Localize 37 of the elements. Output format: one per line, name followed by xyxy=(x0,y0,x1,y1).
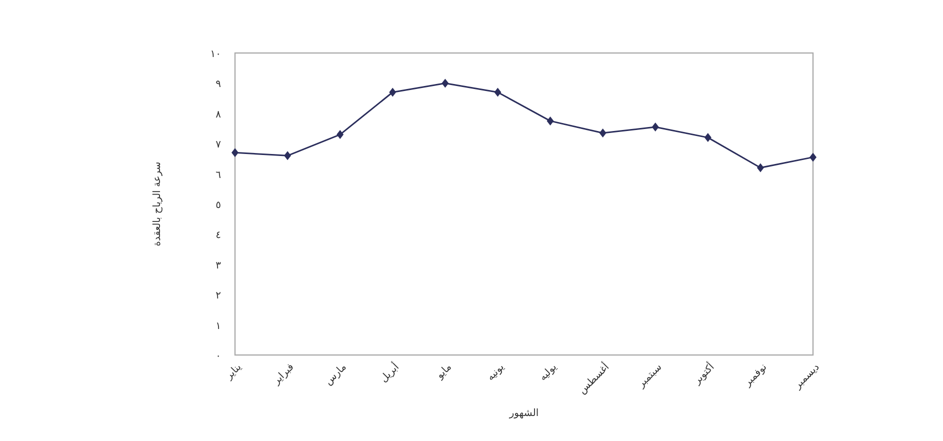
point xyxy=(756,163,764,172)
y-tick-label: ٦ xyxy=(216,170,221,181)
y-tick-label: ٩ xyxy=(216,79,221,90)
point xyxy=(546,116,554,126)
point xyxy=(810,152,816,162)
x-tick-label: فبراير xyxy=(270,362,296,388)
x-tick-label: نوفمبر xyxy=(742,362,770,390)
y-tick-label: ٤ xyxy=(216,230,221,242)
point xyxy=(704,133,712,142)
point xyxy=(652,122,659,132)
y-tick-label: ٢ xyxy=(216,290,221,302)
x-tick-label: أكتوبر xyxy=(690,360,717,388)
point xyxy=(442,78,449,88)
x-tick-label: أبريل xyxy=(377,360,402,385)
y-axis-title: سرعة الرياح بالعقدة xyxy=(152,162,163,246)
point xyxy=(336,130,344,140)
y-tick-label: ١ xyxy=(216,320,221,332)
y-tick-label: ٠ xyxy=(216,351,221,362)
point xyxy=(232,148,238,158)
x-tick-label: مايو xyxy=(434,362,454,382)
y-tick-label: ٨ xyxy=(216,109,222,120)
x-tick-label: ديسمبر xyxy=(792,362,822,392)
x-tick-label: مارس xyxy=(323,362,349,388)
y-tick-label: ٥ xyxy=(216,200,221,211)
x-tick-label: يونيه xyxy=(485,362,507,384)
y-tick-label: ٣ xyxy=(216,260,222,272)
x-tick-label: أغسطس xyxy=(576,360,612,396)
point xyxy=(284,151,292,160)
x-tick-label: سبتمبر xyxy=(635,362,664,391)
point xyxy=(599,128,606,138)
point xyxy=(389,88,396,97)
x-tick-label: يناير xyxy=(223,362,244,382)
point xyxy=(494,88,502,97)
x-axis-title: الشهور xyxy=(508,408,539,419)
y-tick-label: ٧ xyxy=(216,140,222,151)
y-tick-label: ١٠ xyxy=(210,49,221,60)
x-tick-label: يوليه xyxy=(538,362,560,384)
